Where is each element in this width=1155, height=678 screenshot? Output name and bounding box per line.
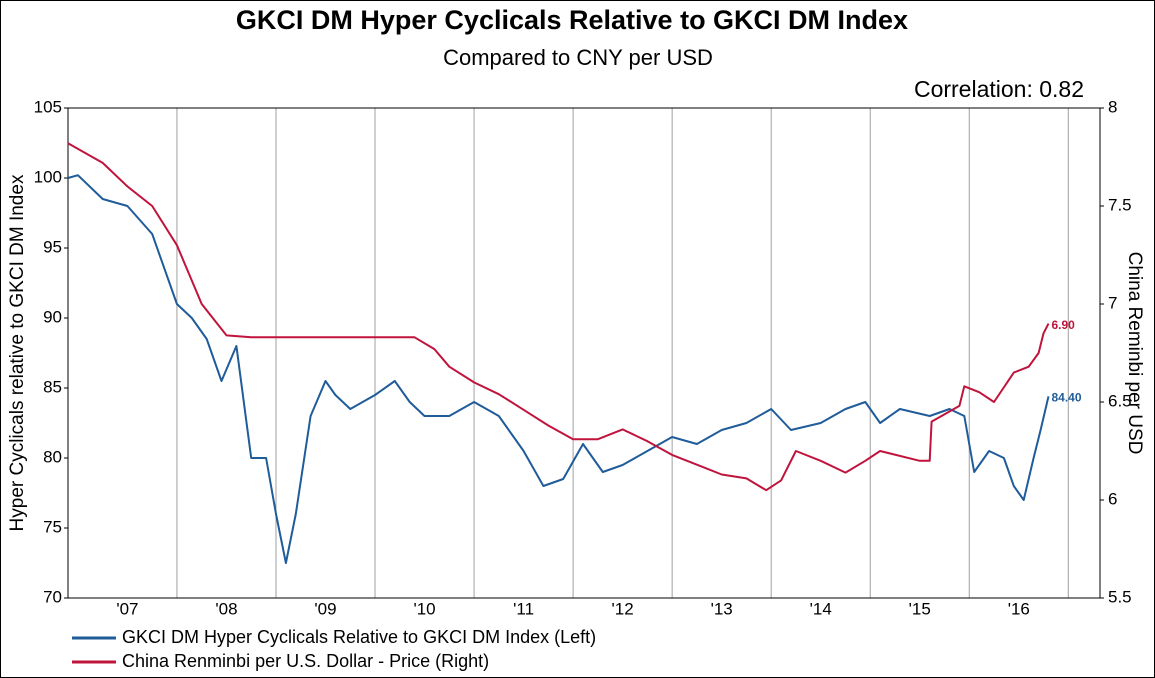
- y2-axis-label: China Reminbi per USD: [1124, 252, 1145, 455]
- x-tick-label: '08: [215, 599, 237, 618]
- y-tick-label: 80: [43, 447, 62, 466]
- y-tick-label: 90: [43, 307, 62, 326]
- value-label: 6.90: [1051, 318, 1075, 332]
- chart-subtitle: Compared to CNY per USD: [443, 45, 713, 70]
- y2-tick-label: 6.5: [1108, 391, 1132, 410]
- legend-label: GKCI DM Hyper Cyclicals Relative to GKCI…: [122, 627, 596, 647]
- plot-area: [67, 107, 1101, 599]
- x-tick-label: '09: [314, 599, 336, 618]
- x-tick-label: '07: [116, 599, 138, 618]
- x-tick-label: '14: [810, 599, 832, 618]
- y-axis-label: Hyper Cyclicals relative to GKCI DM Inde…: [7, 174, 28, 531]
- x-tick-label: '11: [513, 599, 534, 618]
- y-tick-label: 85: [43, 377, 62, 396]
- x-tick-label: '13: [711, 599, 733, 618]
- y2-tick-label: 7: [1108, 293, 1117, 312]
- chart-title: GKCI DM Hyper Cyclicals Relative to GKCI…: [236, 5, 908, 35]
- y-tick-label: 75: [43, 517, 62, 536]
- value-label: 84.40: [1051, 391, 1081, 405]
- annotation: Correlation: 0.82: [914, 76, 1084, 102]
- series-line: [67, 142, 1050, 492]
- x-tick-label: '15: [909, 599, 931, 618]
- x-tick-label: '10: [413, 599, 435, 618]
- legend-label: China Renminbi per U.S. Dollar - Price (…: [122, 651, 489, 671]
- y2-tick-label: 5.5: [1108, 587, 1132, 606]
- y2-tick-label: 7.5: [1108, 195, 1132, 214]
- y-tick-label: 95: [43, 237, 62, 256]
- y-tick-label: 70: [43, 587, 62, 606]
- y-tick-label: 105: [34, 97, 62, 116]
- series-line: [67, 174, 1050, 564]
- y2-tick-label: 6: [1108, 489, 1117, 508]
- x-tick-label: '16: [1008, 599, 1030, 618]
- x-tick-label: '12: [612, 599, 634, 618]
- y-tick-label: 100: [34, 167, 62, 186]
- y2-tick-label: 8: [1108, 97, 1117, 116]
